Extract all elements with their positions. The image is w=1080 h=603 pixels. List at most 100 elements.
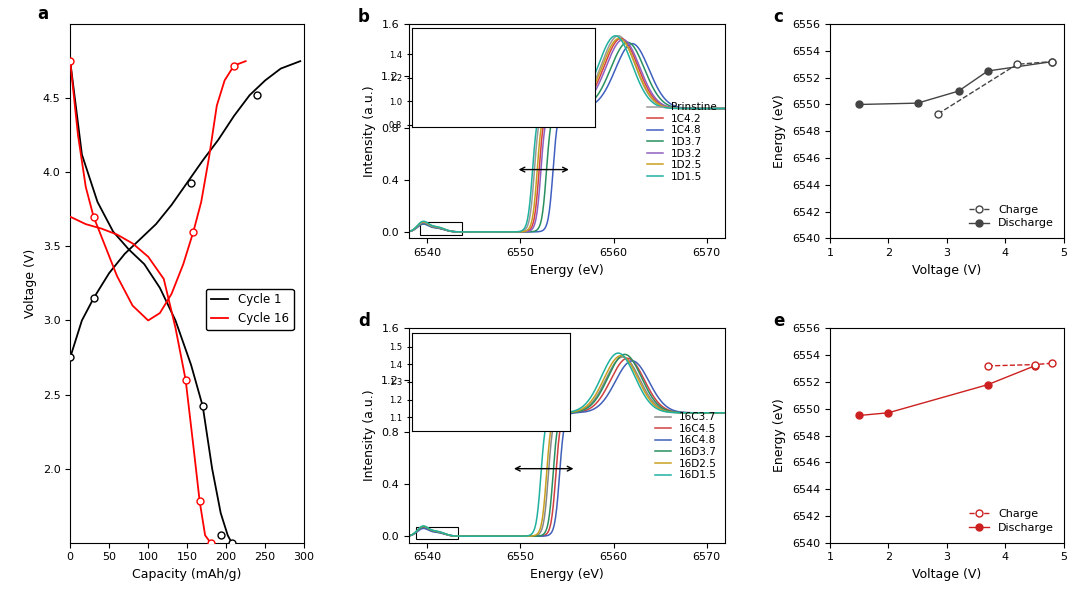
16D2.5: [618, 353, 631, 361]
16D2.5: [647, 400, 660, 407]
Prinstine: [545, 105, 558, 112]
Line: 16C4.8: 16C4.8: [400, 361, 734, 536]
1C4.2: [615, 35, 627, 42]
Y-axis label: Intensity (a.u.): Intensity (a.u.): [363, 390, 376, 481]
Line: 1D1.5: 1D1.5: [400, 36, 734, 232]
1D3.2: [453, 229, 465, 236]
Line: Charge: Charge: [934, 58, 1055, 118]
1D2.5: [647, 96, 660, 103]
1D3.7: [545, 118, 558, 125]
1D1.5: [545, 105, 558, 112]
16C3.7: [728, 409, 741, 417]
16D3.7: [393, 532, 406, 540]
16D2.5: [453, 532, 465, 540]
Legend: Charge, Discharge: Charge, Discharge: [964, 505, 1058, 537]
X-axis label: Voltage (V): Voltage (V): [913, 568, 982, 581]
1D1.5: [609, 32, 622, 39]
16C4.5: [393, 532, 406, 540]
Discharge: [982, 68, 995, 75]
Legend: Prinstine, 1C4.2, 1C4.8, 1D3.7, 1D3.2, 1D2.5, 1D1.5: Prinstine, 1C4.2, 1C4.8, 1D3.7, 1D3.2, 1…: [644, 99, 720, 185]
Text: e: e: [773, 312, 785, 330]
1C4.2: [453, 229, 465, 236]
16D3.7: [483, 532, 496, 540]
16C4.8: [618, 364, 631, 371]
Line: 1D3.7: 1D3.7: [400, 42, 734, 232]
1D1.5: [591, 64, 604, 71]
16D2.5: [545, 421, 558, 429]
Bar: [416, 527, 458, 539]
1D2.5: [480, 229, 492, 236]
1D1.5: [480, 229, 492, 236]
16C4.5: [453, 532, 465, 540]
16D3.7: [453, 532, 465, 540]
16D3.7: [480, 532, 492, 540]
1D2.5: [591, 74, 604, 81]
1C4.8: [625, 40, 638, 47]
1C4.2: [728, 105, 741, 112]
16C4.8: [591, 403, 604, 410]
1D2.5: [612, 35, 625, 42]
16D3.7: [647, 395, 660, 402]
1C4.8: [545, 185, 558, 192]
16C4.8: [647, 385, 660, 393]
Y-axis label: Voltage (V): Voltage (V): [24, 249, 37, 318]
X-axis label: Voltage (V): Voltage (V): [913, 264, 982, 277]
16C3.7: [617, 353, 630, 361]
Charge: [1045, 359, 1058, 367]
16C4.5: [480, 532, 492, 540]
1D2.5: [728, 105, 741, 112]
Charge: [1011, 61, 1024, 68]
Line: 16D2.5: 16D2.5: [400, 356, 734, 536]
16C3.7: [480, 532, 492, 540]
Line: Discharge: Discharge: [855, 362, 1038, 419]
1C4.8: [728, 105, 741, 112]
1D3.2: [480, 229, 492, 236]
16D1.5: [591, 381, 604, 388]
16D2.5: [393, 532, 406, 540]
16C3.7: [591, 391, 604, 399]
16C4.8: [545, 529, 558, 536]
1C4.2: [478, 229, 491, 236]
1C4.2: [545, 106, 558, 113]
1C4.8: [591, 97, 604, 104]
1C4.8: [480, 229, 492, 236]
1D2.5: [453, 229, 465, 236]
Text: b: b: [359, 8, 370, 26]
1D2.5: [618, 38, 631, 45]
1D3.7: [618, 40, 631, 48]
Y-axis label: Energy (eV): Energy (eV): [773, 95, 786, 168]
16D1.5: [480, 532, 492, 540]
16C3.7: [545, 434, 558, 441]
16D1.5: [480, 532, 492, 540]
1D3.2: [545, 106, 558, 113]
16C4.5: [591, 398, 604, 405]
1D2.5: [545, 105, 558, 112]
16D3.7: [618, 351, 631, 358]
Legend: Cycle 1, Cycle 16: Cycle 1, Cycle 16: [206, 289, 294, 330]
1D3.2: [478, 229, 491, 236]
16D1.5: [545, 411, 558, 418]
Y-axis label: Intensity (a.u.): Intensity (a.u.): [363, 86, 376, 177]
1C4.2: [647, 93, 660, 101]
Text: d: d: [359, 312, 370, 330]
Prinstine: [728, 105, 741, 112]
Prinstine: [453, 229, 465, 236]
16D3.7: [591, 394, 604, 401]
16C4.8: [485, 532, 498, 540]
Prinstine: [611, 32, 624, 39]
Y-axis label: Energy (eV): Energy (eV): [773, 399, 786, 472]
16C4.8: [728, 409, 741, 417]
16C4.5: [647, 392, 660, 399]
1C4.2: [591, 78, 604, 86]
Discharge: [953, 87, 966, 95]
Line: Discharge: Discharge: [855, 58, 1055, 108]
16C4.5: [618, 356, 631, 363]
1C4.8: [647, 75, 660, 82]
1D1.5: [476, 229, 489, 236]
Line: 16D3.7: 16D3.7: [400, 355, 734, 536]
Line: Prinstine: Prinstine: [400, 36, 734, 232]
16D2.5: [615, 352, 627, 359]
16C4.5: [545, 515, 558, 522]
16D3.7: [728, 409, 741, 417]
Prinstine: [647, 96, 660, 104]
